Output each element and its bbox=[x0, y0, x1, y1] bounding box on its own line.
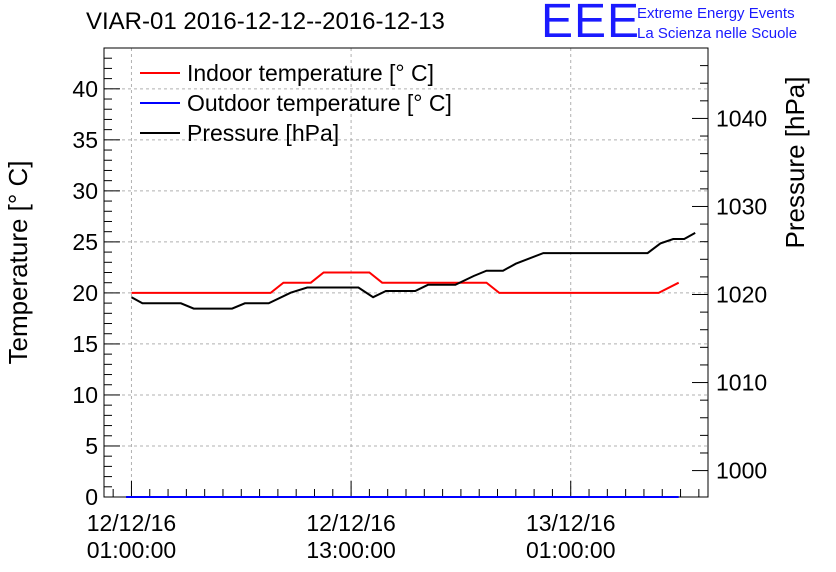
y-tick-label: 15 bbox=[72, 331, 98, 357]
y-right-tick-label: 1010 bbox=[716, 370, 767, 396]
x-tick-label-date: 13/12/16 bbox=[526, 510, 616, 536]
legend-label: Pressure [hPa] bbox=[187, 120, 339, 146]
y-right-tick-label: 1000 bbox=[716, 458, 767, 484]
y-axis-title: Temperature [° C] bbox=[3, 160, 33, 364]
org-name: Extreme Energy Events La Scienza nelle S… bbox=[637, 4, 797, 44]
y-right-tick-label: 1020 bbox=[716, 282, 767, 308]
x-tick-label-date: 12/12/16 bbox=[87, 510, 177, 536]
y-tick-label: 40 bbox=[72, 76, 98, 102]
chart-title: VIAR-01 2016-12-12--2016-12-13 bbox=[86, 8, 445, 35]
series-line-indoor bbox=[131, 271, 680, 294]
y-right-tick-label: 1030 bbox=[716, 193, 767, 219]
y-tick-label: 35 bbox=[72, 127, 98, 153]
legend-label: Outdoor temperature [° C] bbox=[187, 90, 452, 116]
x-tick-label-time: 01:00:00 bbox=[526, 537, 616, 563]
x-tick-label-time: 01:00:00 bbox=[87, 537, 177, 563]
y-tick-label: 25 bbox=[72, 229, 98, 255]
y-tick-label: 30 bbox=[72, 178, 98, 204]
x-tick-label-time: 13:00:00 bbox=[306, 537, 396, 563]
legend-label: Indoor temperature [° C] bbox=[187, 60, 434, 86]
series-line-pressure bbox=[131, 232, 696, 310]
y-right-tick-label: 1040 bbox=[716, 105, 767, 131]
y-tick-label: 0 bbox=[85, 484, 98, 510]
y-tick-label: 10 bbox=[72, 382, 98, 408]
eee-logo: EEE bbox=[541, 0, 641, 48]
org-name-line2: La Scienza nelle Scuole bbox=[637, 25, 798, 42]
x-tick-label-date: 12/12/16 bbox=[306, 510, 396, 536]
y-tick-label: 20 bbox=[72, 280, 98, 306]
y-right-axis-title: Pressure [hPa] bbox=[780, 77, 810, 249]
y-tick-label: 5 bbox=[85, 433, 98, 459]
org-name-line1: Extreme Energy Events bbox=[637, 5, 795, 22]
